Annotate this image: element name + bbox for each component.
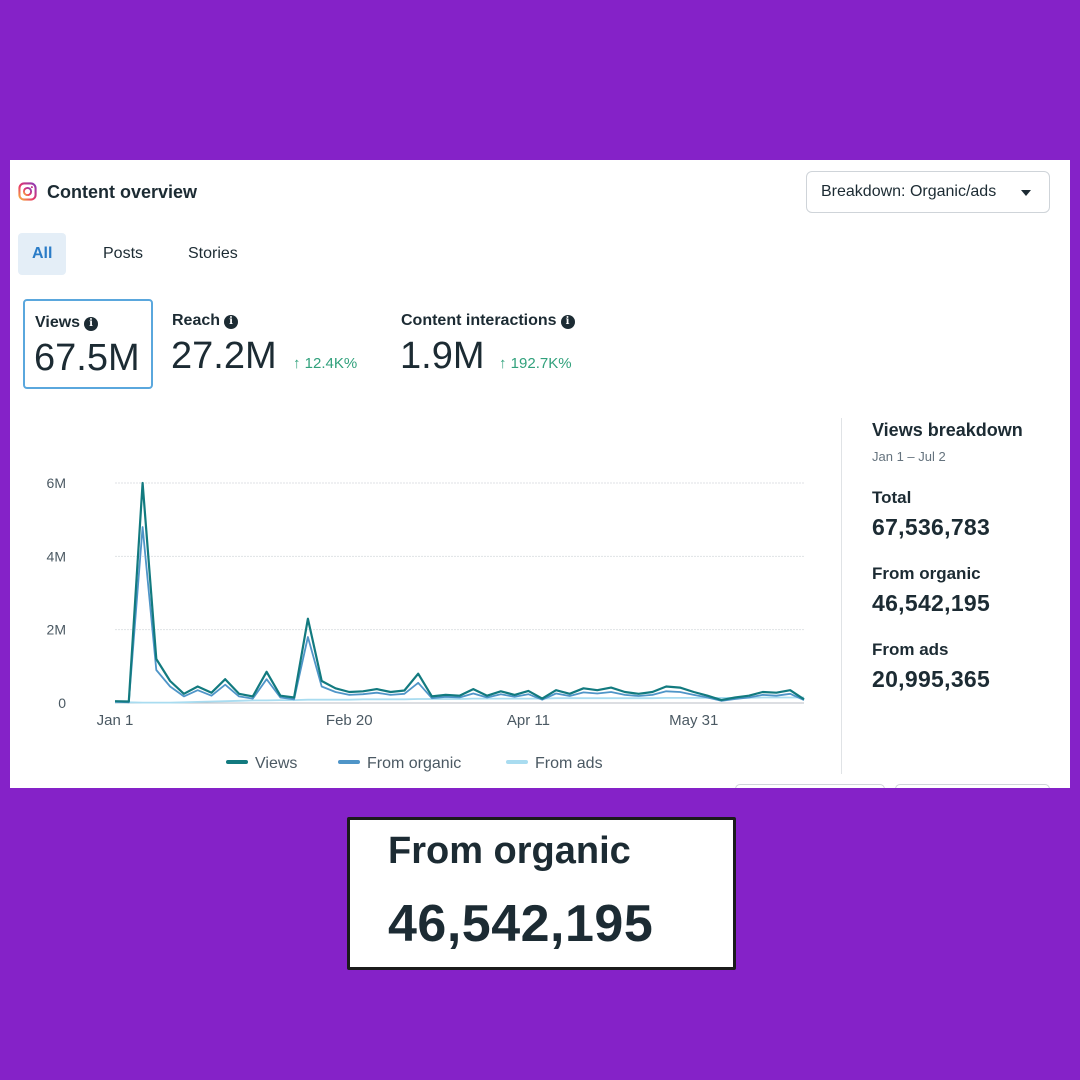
callout-label: From organic — [388, 830, 631, 872]
series-line-views — [114, 481, 805, 703]
breakdown-organic-value: 46,542,195 — [872, 590, 991, 616]
y-tick-label: 6M — [47, 475, 66, 491]
metric-reach[interactable]: Reach i 27.2M ↑ 12.4K% — [162, 299, 382, 389]
metric-delta: ↑ 192.7K% — [499, 355, 572, 372]
partial-button[interactable] — [735, 784, 885, 788]
breakdown-dropdown-label: Breakdown: Organic/ads — [821, 183, 997, 200]
metric-label: Content interactions i — [401, 312, 575, 330]
breakdown-organic-label: From organic — [872, 564, 981, 583]
legend-label: From organic — [367, 755, 461, 772]
caret-down-icon — [1021, 190, 1031, 196]
metric-delta: ↑ 12.4K% — [293, 355, 358, 372]
breakdown-title: Views breakdown — [872, 420, 1023, 440]
breakdown-dropdown[interactable]: Breakdown: Organic/ads — [806, 171, 1050, 213]
instagram-icon — [18, 182, 37, 201]
partial-button[interactable] — [895, 784, 1050, 788]
divider — [841, 418, 842, 774]
metric-value: 27.2M — [171, 335, 277, 377]
panel-header: Content overview Breakdown: Organic/ads — [10, 160, 1070, 224]
callout-value: 46,542,195 — [388, 895, 654, 953]
series-line-from-organic — [114, 526, 805, 704]
metric-content-interactions[interactable]: Content interactions i 1.9M ↑ 192.7K% — [391, 299, 621, 389]
breakdown-ads-value: 20,995,365 — [872, 666, 991, 692]
info-icon[interactable]: i — [224, 315, 239, 329]
metric-value: 67.5M — [34, 337, 140, 379]
page-title: Content overview — [47, 182, 198, 202]
metric-label: Views i — [35, 314, 99, 332]
info-icon[interactable]: i — [560, 315, 575, 329]
organic-callout: From organic 46,542,195 — [347, 817, 736, 970]
tab-all[interactable]: All — [18, 233, 67, 275]
views-line-chart: 0 2M 4M 6M Jan 1 Feb 20 Apr 11 May 31 Views From … — [47, 475, 805, 772]
x-tick-label: Jan 1 — [97, 712, 134, 729]
tab-stories[interactable]: Stories — [188, 245, 238, 262]
metric-views[interactable]: Views i 67.5M — [23, 299, 153, 389]
metric-value: 1.9M — [400, 335, 485, 377]
metric-label: Reach i — [172, 312, 239, 330]
y-tick-label: 2M — [47, 622, 66, 638]
breakdown-ads-label: From ads — [872, 640, 949, 659]
y-tick-label: 0 — [58, 695, 66, 711]
y-tick-label: 4M — [47, 548, 66, 564]
breakdown-date-range: Jan 1 – Jul 2 — [872, 449, 946, 464]
series-line-from-ads — [115, 696, 804, 704]
breakdown-total-label: Total — [872, 488, 912, 507]
x-tick-label: Feb 20 — [326, 712, 373, 729]
legend-label: Views — [255, 755, 297, 772]
content-overview-panel: Content overview Breakdown: Organic/ads … — [10, 160, 1070, 788]
breakdown-total-value: 67,536,783 — [872, 514, 991, 540]
legend-label: From ads — [535, 755, 603, 772]
x-tick-label: May 31 — [669, 712, 718, 729]
info-icon[interactable]: i — [84, 317, 99, 331]
x-tick-label: Apr 11 — [507, 712, 550, 729]
tab-posts[interactable]: Posts — [103, 245, 144, 262]
